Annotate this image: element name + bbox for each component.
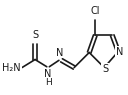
Text: H: H (45, 78, 51, 87)
Text: S: S (102, 64, 108, 74)
Text: N: N (116, 47, 123, 57)
Text: N: N (56, 48, 64, 58)
Text: H₂N: H₂N (2, 63, 21, 73)
Text: S: S (32, 30, 38, 40)
Text: Cl: Cl (90, 6, 100, 16)
Text: N: N (44, 69, 52, 79)
